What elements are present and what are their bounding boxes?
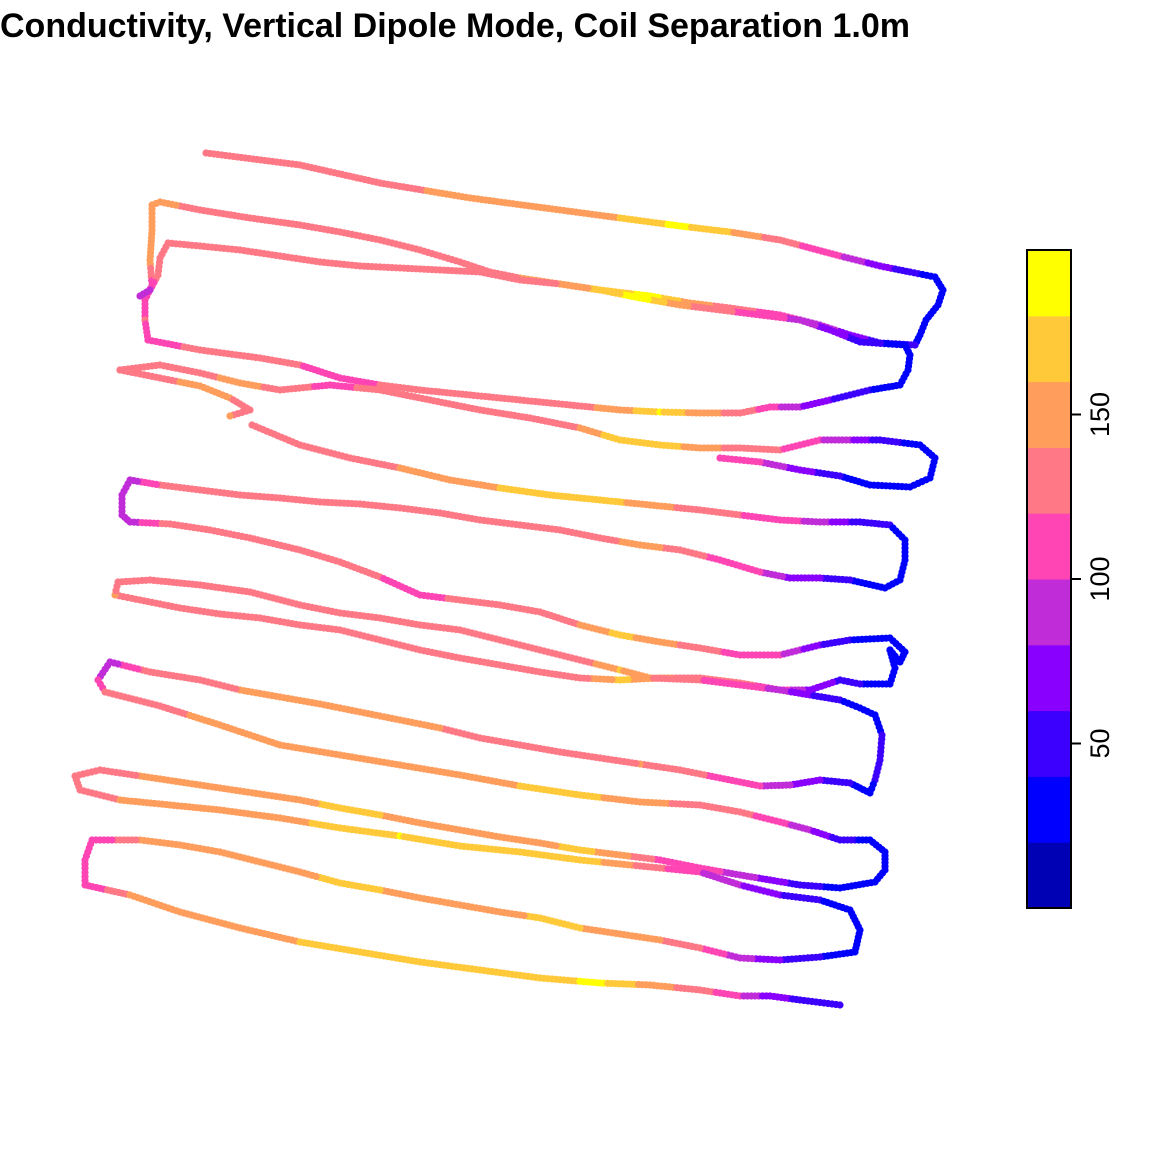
colorbar-segment [1027,447,1071,514]
colorbar-segment [1027,776,1071,843]
colorbar-segment [1027,250,1071,317]
colorbar-segment [1027,381,1071,448]
colorbar-tick-label: 100 [1085,556,1115,601]
colorbar: 50 100 150 [1026,249,1115,909]
colorbar-segment [1027,710,1071,777]
colorbar-segment [1027,644,1071,712]
colorbar-segment [1027,315,1071,383]
track-point [226,412,234,420]
chart-title: Conductivity, Vertical Dipole Mode, Coil… [0,7,910,45]
colorbar-segment [1027,579,1071,646]
track-point [836,1001,844,1009]
survey-track-points [71,149,947,1009]
colorbar-segment [1027,842,1071,909]
colorbar-tick-label: 150 [1085,392,1115,437]
colorbar-tick-label: 50 [1085,728,1115,758]
track-point [716,454,724,462]
track-point [136,292,144,300]
colorbar-segment [1027,513,1071,580]
